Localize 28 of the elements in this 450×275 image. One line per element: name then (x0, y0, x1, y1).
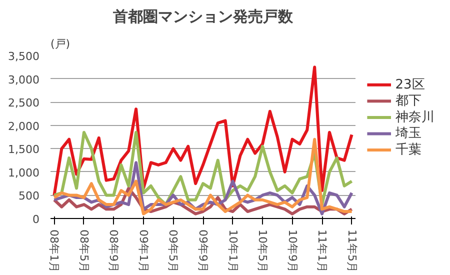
line-series (52, 138, 354, 216)
y-tick-label: 2,500 (8, 96, 40, 110)
y-tick-label: 2,000 (8, 120, 40, 133)
x-tick-label: 08年9月 (107, 230, 120, 272)
legend-label: 千葉 (395, 142, 422, 158)
x-tick-label: 10年5月 (256, 230, 270, 272)
x-tick-label: 09年1月 (136, 230, 150, 272)
y-axis-title: (戸) (50, 38, 70, 50)
legend-label: 都下 (395, 94, 422, 109)
y-tick-label: 3,500 (8, 50, 40, 63)
y-tick-label: 3,000 (8, 73, 40, 86)
legend-label: 埼玉 (394, 126, 422, 142)
y-tick-label: 0 (32, 213, 40, 226)
x-tick-label: 09年5月 (166, 230, 180, 272)
x-tick-label: 10年9月 (286, 230, 299, 272)
x-tick-label: 10年1月 (226, 230, 240, 272)
chart-title: 首都圏マンション発売戸数 (112, 8, 294, 26)
line-series (52, 66, 354, 197)
y-tick-label: 1,500 (8, 143, 40, 156)
y-tick-label: 1,000 (8, 166, 40, 180)
legend-label: 23区 (395, 77, 425, 92)
x-tick-label: 08年5月 (77, 230, 90, 272)
y-tick-label: 500 (18, 190, 40, 203)
x-tick-label: 11年5月 (345, 230, 358, 272)
legend-label: 神奈川 (395, 110, 434, 125)
x-tick-label: 08年1月 (48, 230, 61, 272)
x-tick-label: 11年1月 (316, 230, 329, 272)
x-tick-label: 09年9月 (196, 230, 210, 272)
